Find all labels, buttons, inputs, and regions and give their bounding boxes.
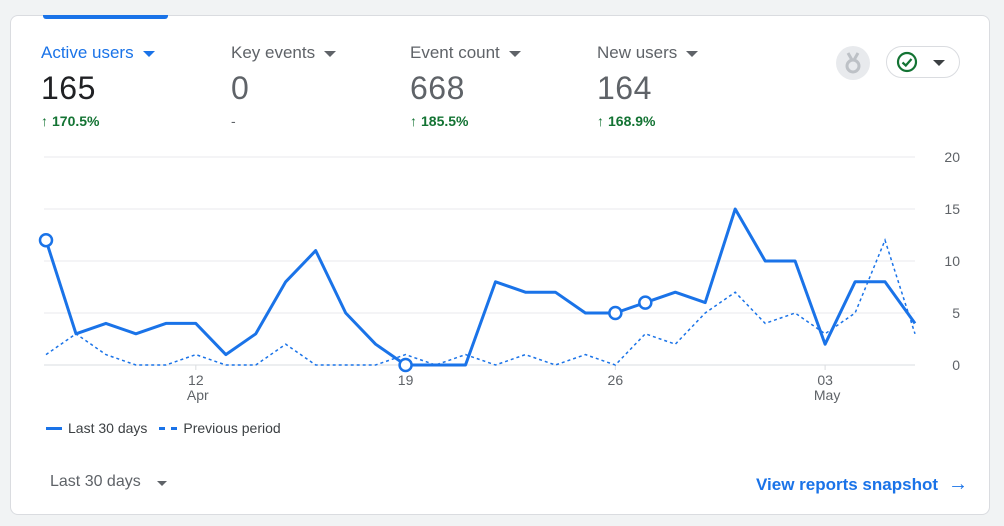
caret-down-icon (156, 480, 167, 486)
caret-down-icon[interactable] (686, 51, 699, 57)
x-tick-label: 12 (188, 372, 204, 388)
metric-change-value: - (231, 113, 236, 129)
metric-value: 165 (41, 70, 96, 106)
legend-item-last-30-days[interactable]: Last 30 days (46, 420, 147, 436)
x-tick-label: 26 (608, 372, 624, 388)
metric-label: New users (597, 43, 678, 62)
x-tick-label: 03 (817, 372, 833, 388)
metric-label: Active users (41, 43, 134, 62)
y-tick-label: 20 (944, 149, 960, 165)
arrow-up-icon: ↑ (41, 113, 48, 129)
legend-label: Last 30 days (68, 420, 148, 436)
series-line-last-30-days (44, 207, 917, 367)
metric-value: 164 (597, 70, 652, 106)
check-circle-icon (896, 51, 918, 73)
y-tick-label: 5 (952, 305, 960, 321)
caret-down-icon[interactable] (142, 51, 155, 57)
metric-change-value: 170.5% (52, 113, 100, 129)
home-overview-card (10, 15, 990, 515)
arrow-up-icon: ↑ (410, 113, 417, 129)
x-tick-month-label: Apr (187, 387, 209, 403)
arrow-up-icon: ↑ (597, 113, 604, 129)
metric-new-users[interactable]: New users 164 ↑ 168.9% (597, 43, 699, 129)
metric-change-value: 168.9% (608, 113, 656, 129)
y-tick-label: 10 (944, 253, 960, 269)
metric-label: Key events (231, 43, 316, 62)
view-link-label: View reports snapshot (755, 474, 938, 494)
medal-icon[interactable] (836, 46, 870, 80)
metric-change: ↑ 185.5% (410, 113, 521, 129)
legend-label: Previous period (183, 420, 281, 436)
data-point-marker[interactable] (398, 357, 413, 373)
caret-down-icon (933, 60, 945, 66)
metric-value: 668 (410, 70, 465, 106)
view-reports-snapshot-link[interactable]: View reports snapshot → (756, 473, 968, 496)
metric-key-events[interactable]: Key events 0 - (231, 43, 337, 129)
status-dropdown[interactable] (886, 46, 960, 78)
caret-down-icon[interactable] (324, 51, 337, 57)
metric-change: ↑ 168.9% (597, 113, 698, 129)
metric-event-count[interactable]: Event count 668 ↑ 185.5% (410, 43, 521, 129)
y-tick-label: 15 (944, 201, 960, 217)
caret-down-icon[interactable] (508, 51, 521, 57)
series-line-previous-period (45, 238, 916, 366)
x-tick-month-label: May (814, 387, 840, 403)
metric-value: 0 (231, 70, 250, 106)
metric-change-value: 185.5% (421, 113, 469, 129)
metric-change: - (231, 113, 336, 129)
y-tick-label: 0 (952, 357, 960, 373)
x-tick-label: 19 (398, 372, 414, 388)
data-point-marker[interactable] (638, 295, 653, 310)
active-tab-indicator (43, 15, 168, 19)
chart-legend: Last 30 days Previous period (46, 420, 293, 436)
date-range-label: Last 30 days (50, 473, 141, 490)
date-range-dropdown[interactable]: Last 30 days (50, 473, 167, 491)
metric-label: Event count (410, 43, 500, 62)
arrow-right-icon: → (948, 473, 968, 495)
data-point-marker[interactable] (38, 232, 54, 248)
data-point-marker[interactable] (608, 305, 623, 321)
legend-item-previous-period[interactable]: Previous period (159, 420, 281, 436)
metric-change: ↑ 170.5% (41, 113, 155, 129)
metric-active-users[interactable]: Active users 165 ↑ 170.5% (41, 43, 155, 129)
